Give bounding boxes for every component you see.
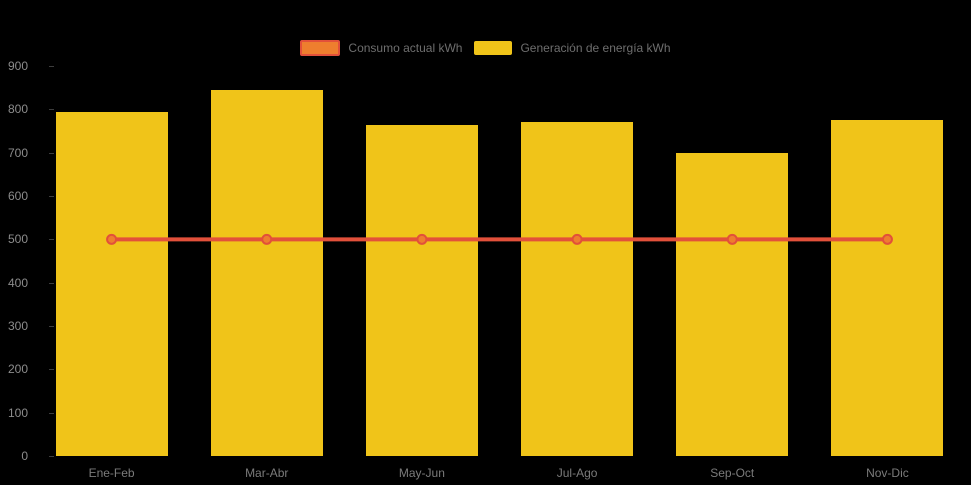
bar-jul-ago[interactable] [521,122,634,456]
x-axis-label-mar-abr: Mar-Abr [245,466,289,480]
line-marker-mar-abr[interactable] [261,233,273,245]
y-axis-tick-mark [49,369,54,370]
y-axis-tick-label: 800 [7,102,28,117]
x-axis-label-ene-feb: Ene-Feb [88,466,135,480]
y-axis-tick-mark [49,326,54,327]
legend-item-consumo[interactable]: Consumo actual kWh [300,40,462,56]
y-axis-tick-mark [49,196,54,197]
y-axis-tick-label: 600 [7,189,28,203]
bar-may-jun[interactable] [365,125,478,456]
line-marker-may-jun[interactable] [416,233,428,245]
y-axis-tick-mark [49,456,54,457]
bar-sep-oct[interactable] [676,152,789,456]
y-axis-tick-mark [49,413,54,414]
line-marker-nov-dic[interactable] [881,233,893,245]
line-marker-jul-ago[interactable] [571,233,583,245]
bar-mar-abr[interactable] [210,89,323,456]
y-axis-tick-mark [49,153,54,154]
y-axis-tick-mark [49,66,54,67]
legend-item-generacion[interactable]: Generación de energía kWh [474,41,671,55]
y-axis-tick-label: 500 [7,232,28,247]
legend-label-generacion: Generación de energía kWh [520,41,671,55]
y-axis-tick-mark [49,239,54,240]
chart-legend: Consumo actual kWh Generación de energía… [0,40,971,56]
y-axis-tick-label: 0 [21,449,28,463]
x-axis-label-jul-ago: Jul-Ago [556,466,598,480]
y-axis-tick-label: 400 [7,275,28,290]
y-axis-tick-label: 200 [7,362,28,377]
y-axis-tick-label: 100 [7,405,28,420]
legend-label-consumo: Consumo actual kWh [348,41,463,55]
y-axis-tick-label: 700 [7,145,28,160]
bar-nov-dic[interactable] [831,120,944,456]
y-axis-tick-mark [49,109,54,110]
x-axis-label-may-jun: May-Jun [398,466,445,480]
x-axis-label-sep-oct: Sep-Oct [710,466,755,480]
y-axis-tick-label: 900 [7,59,28,73]
line-marker-sep-oct[interactable] [726,233,738,245]
x-axis-label-nov-dic: Nov-Dic [866,466,909,480]
y-axis-tick-label: 300 [7,319,28,333]
bar-ene-feb[interactable] [55,111,168,456]
line-marker-ene-feb[interactable] [106,233,118,245]
legend-swatch-generacion-icon [474,41,513,55]
y-axis-tick-mark [49,283,54,284]
legend-swatch-consumo-icon [300,40,341,56]
